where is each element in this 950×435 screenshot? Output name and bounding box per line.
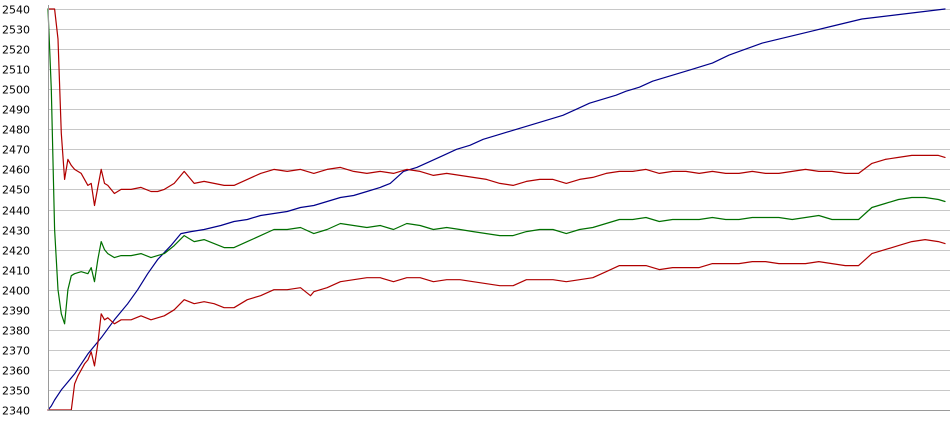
y-tick-label-2520: 2520 [2, 44, 30, 57]
series-lines [47, 8, 946, 411]
y-tick-label-2530: 2530 [2, 24, 30, 37]
y-tick-label-2410: 2410 [2, 265, 30, 278]
y-tick-label-2510: 2510 [2, 64, 30, 77]
y-tick-label-2500: 2500 [2, 84, 30, 97]
series-line-4 [47, 239, 946, 411]
y-tick-label-2390: 2390 [2, 305, 30, 318]
series-line-2 [47, 8, 946, 207]
y-tick-label-2370: 2370 [2, 345, 30, 358]
y-tick-label-2450: 2450 [2, 184, 30, 197]
y-tick-label-2490: 2490 [2, 104, 30, 117]
y-tick-label-2400: 2400 [2, 285, 30, 298]
series-line-3 [47, 8, 946, 325]
y-tick-label-2540: 2540 [2, 4, 30, 17]
y-tick-label-2420: 2420 [2, 245, 30, 258]
y-tick-label-2470: 2470 [2, 144, 30, 157]
y-axis-tick-labels: 2340 2350 2360 2370 2380 2390 2400 2410 2420 2430… [2, 4, 30, 418]
series-line-1 [47, 8, 946, 411]
y-tick-label-2430: 2430 [2, 225, 30, 238]
y-tick-label-2480: 2480 [2, 124, 30, 137]
y-tick-label-2350: 2350 [2, 385, 30, 398]
y-tick-label-2440: 2440 [2, 205, 30, 218]
y-tick-label-2460: 2460 [2, 164, 30, 177]
y-tick-label-2340: 2340 [2, 405, 30, 418]
y-tick-label-2360: 2360 [2, 365, 30, 378]
grid-lines [48, 9, 950, 411]
y-tick-label-2380: 2380 [2, 325, 30, 338]
